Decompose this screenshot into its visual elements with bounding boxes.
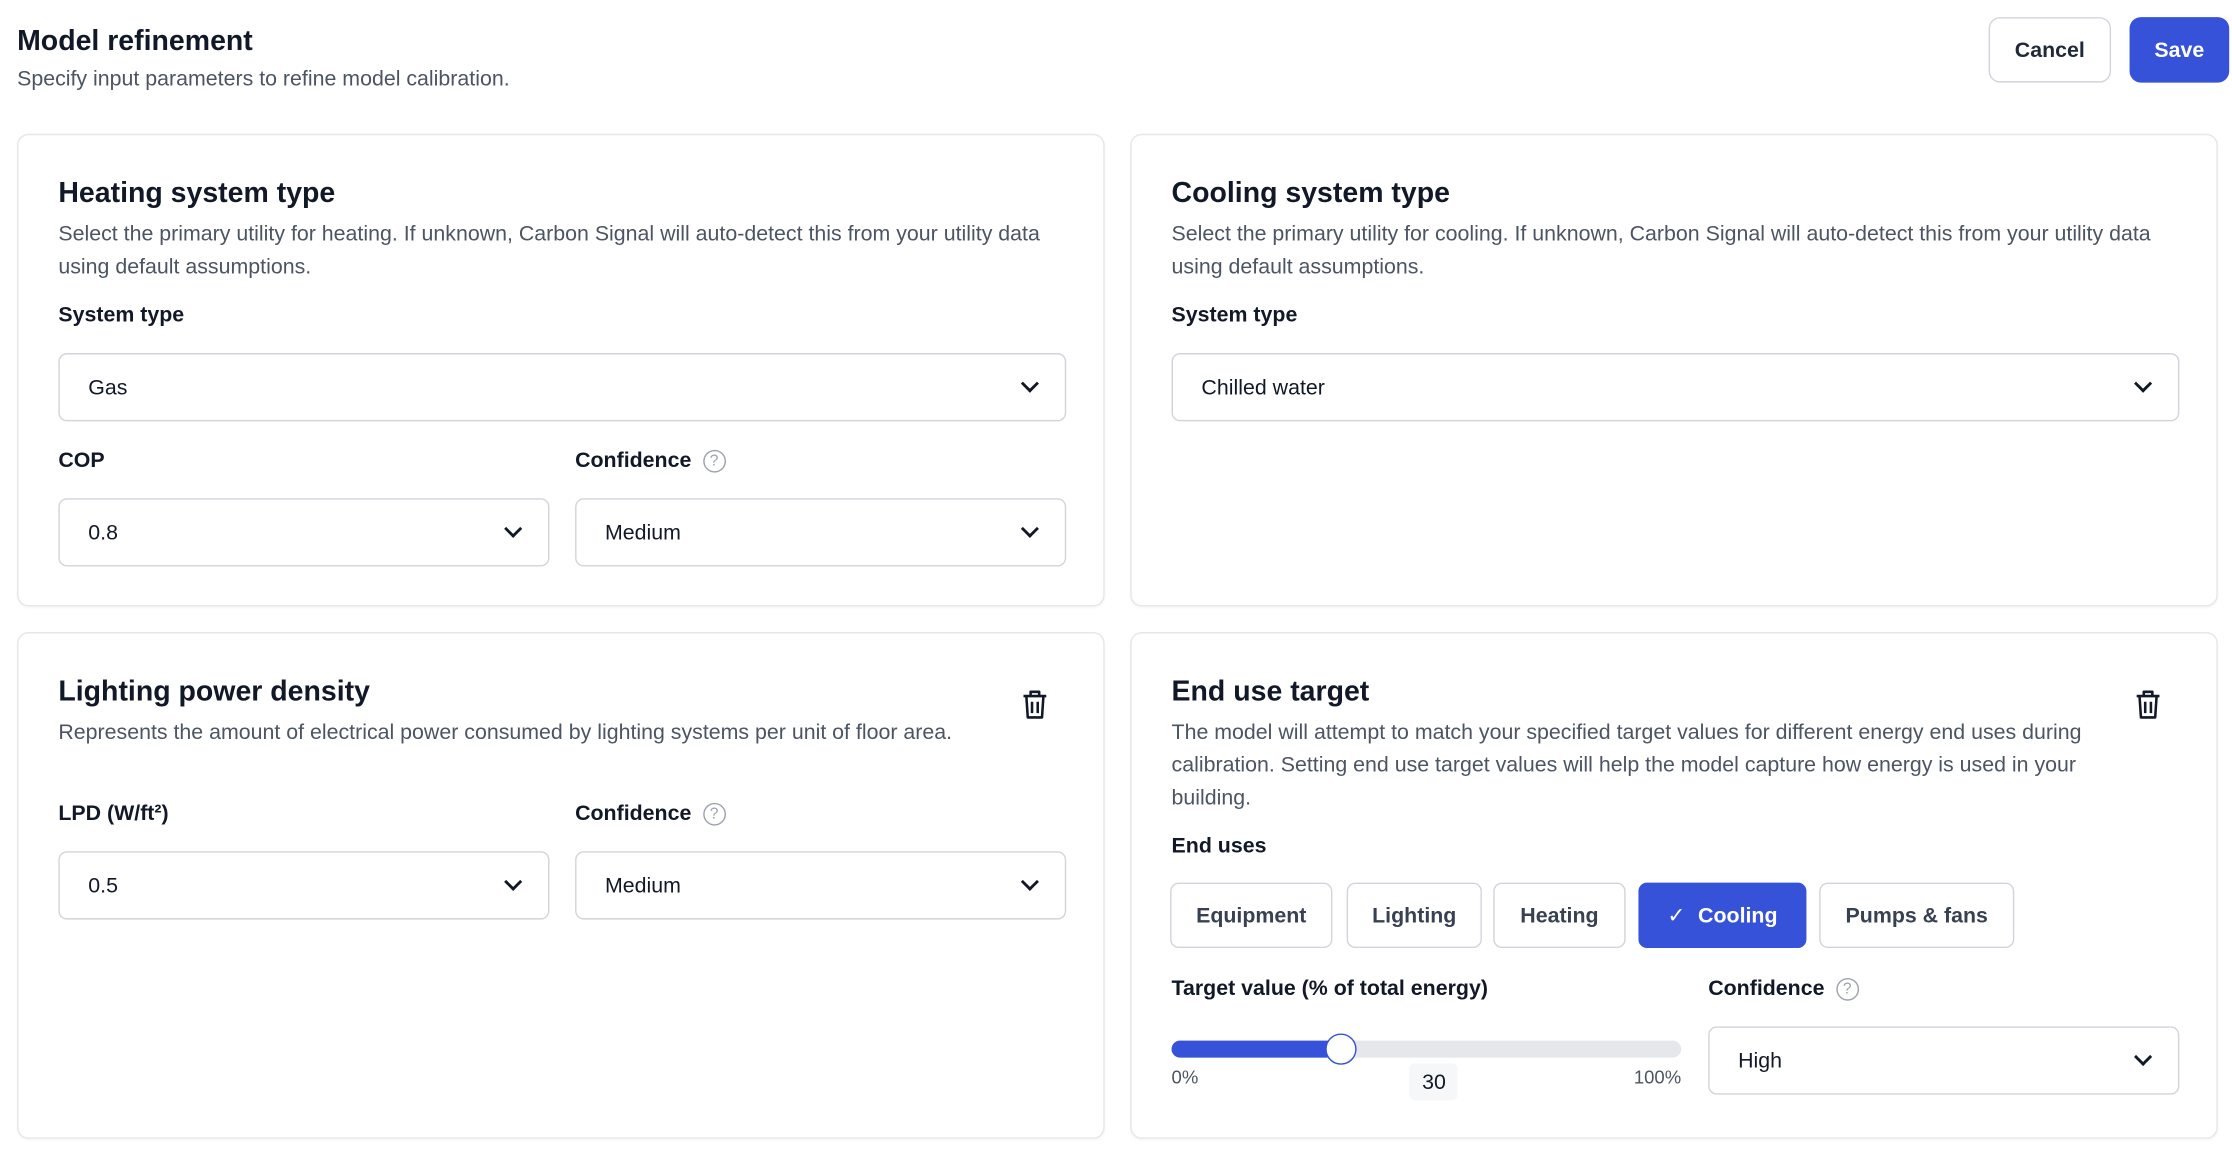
card-title: Lighting power density — [58, 676, 370, 708]
page-subtitle: Specify input parameters to refine model… — [17, 66, 510, 92]
cop-select[interactable]: 0.8 — [58, 498, 550, 567]
end-use-confidence-select[interactable]: High — [1708, 1026, 2180, 1095]
system-type-label: System type — [58, 303, 185, 328]
target-slider[interactable] — [1171, 1033, 1682, 1065]
chevron-down-icon — [504, 872, 523, 891]
save-button[interactable]: Save — [2129, 17, 2230, 83]
chip-label: Cooling — [1698, 903, 1778, 928]
select-value: Chilled water — [1201, 375, 1325, 400]
check-icon: ✓ — [1667, 903, 1686, 929]
select-value: 0.5 — [88, 873, 118, 898]
card-description: Select the primary utility for heating. … — [58, 222, 1040, 280]
lighting-card: Lighting power density Represents the am… — [17, 632, 1105, 1139]
card-title: Cooling system type — [1171, 177, 1450, 210]
lpd-label: LPD (W/ft²) — [58, 801, 169, 826]
slider-thumb[interactable] — [1325, 1033, 1358, 1065]
cooling-card: Cooling system type Select the primary u… — [1130, 133, 2218, 607]
system-type-label: System type — [1171, 303, 1298, 328]
heating-system-type-select[interactable]: Gas — [58, 353, 1067, 422]
trash-icon[interactable] — [1019, 688, 1050, 722]
trash-icon[interactable] — [2132, 688, 2163, 722]
help-icon[interactable]: ? — [1835, 977, 1859, 1001]
heating-card: Heating system type Select the primary u… — [17, 133, 1105, 607]
chevron-down-icon — [1020, 872, 1039, 891]
chevron-down-icon — [504, 519, 523, 538]
end-uses-label: End uses — [1171, 834, 1267, 859]
cancel-button[interactable]: Cancel — [1988, 17, 2112, 83]
help-icon[interactable]: ? — [702, 449, 726, 472]
chip-lighting[interactable]: Lighting — [1346, 882, 1482, 949]
confidence-label-text: Confidence — [575, 801, 692, 826]
chevron-down-icon — [1020, 374, 1039, 393]
slider-min-label: 0% — [1171, 1066, 1199, 1088]
end-use-card: End use target The model will attempt to… — [1130, 632, 2218, 1139]
chevron-down-icon — [1020, 519, 1039, 538]
confidence-label-text: Confidence — [1708, 976, 1825, 1001]
select-value: Medium — [604, 873, 681, 898]
confidence-label: Confidence? — [575, 801, 726, 826]
cop-label: COP — [58, 448, 105, 473]
card-title: End use target — [1171, 676, 1370, 708]
confidence-label-text: Confidence — [575, 448, 692, 473]
card-title: Heating system type — [58, 177, 336, 210]
chevron-down-icon — [2134, 374, 2153, 393]
chevron-down-icon — [2134, 1047, 2153, 1067]
select-value: 0.8 — [88, 520, 118, 545]
slider-value-badge: 30 — [1409, 1063, 1459, 1101]
card-description: The model will attempt to match your spe… — [1171, 720, 2082, 810]
chip-cooling[interactable]: ✓ Cooling — [1638, 882, 1807, 949]
confidence-label: Confidence? — [575, 448, 726, 473]
lighting-confidence-select[interactable]: Medium — [575, 851, 1067, 920]
select-value: High — [1738, 1048, 1783, 1073]
chip-pumps-fans[interactable]: Pumps & fans — [1819, 882, 2015, 949]
page-title: Model refinement — [17, 25, 253, 57]
chip-equipment[interactable]: Equipment — [1170, 882, 1333, 949]
chip-heating[interactable]: Heating — [1493, 882, 1626, 949]
card-description: Select the primary utility for cooling. … — [1171, 222, 2151, 280]
select-value: Gas — [88, 375, 128, 400]
card-description: Represents the amount of electrical powe… — [58, 720, 953, 745]
help-icon[interactable]: ? — [702, 802, 726, 825]
slider-fill — [1171, 1040, 1342, 1058]
lpd-select[interactable]: 0.5 — [58, 851, 550, 920]
cooling-system-type-select[interactable]: Chilled water — [1171, 353, 2180, 422]
target-value-label: Target value (% of total energy) — [1171, 976, 1488, 1001]
heating-confidence-select[interactable]: Medium — [575, 498, 1067, 567]
slider-max-label: 100% — [1633, 1066, 1682, 1088]
confidence-label: Confidence? — [1708, 976, 1859, 1001]
select-value: Medium — [604, 520, 681, 545]
